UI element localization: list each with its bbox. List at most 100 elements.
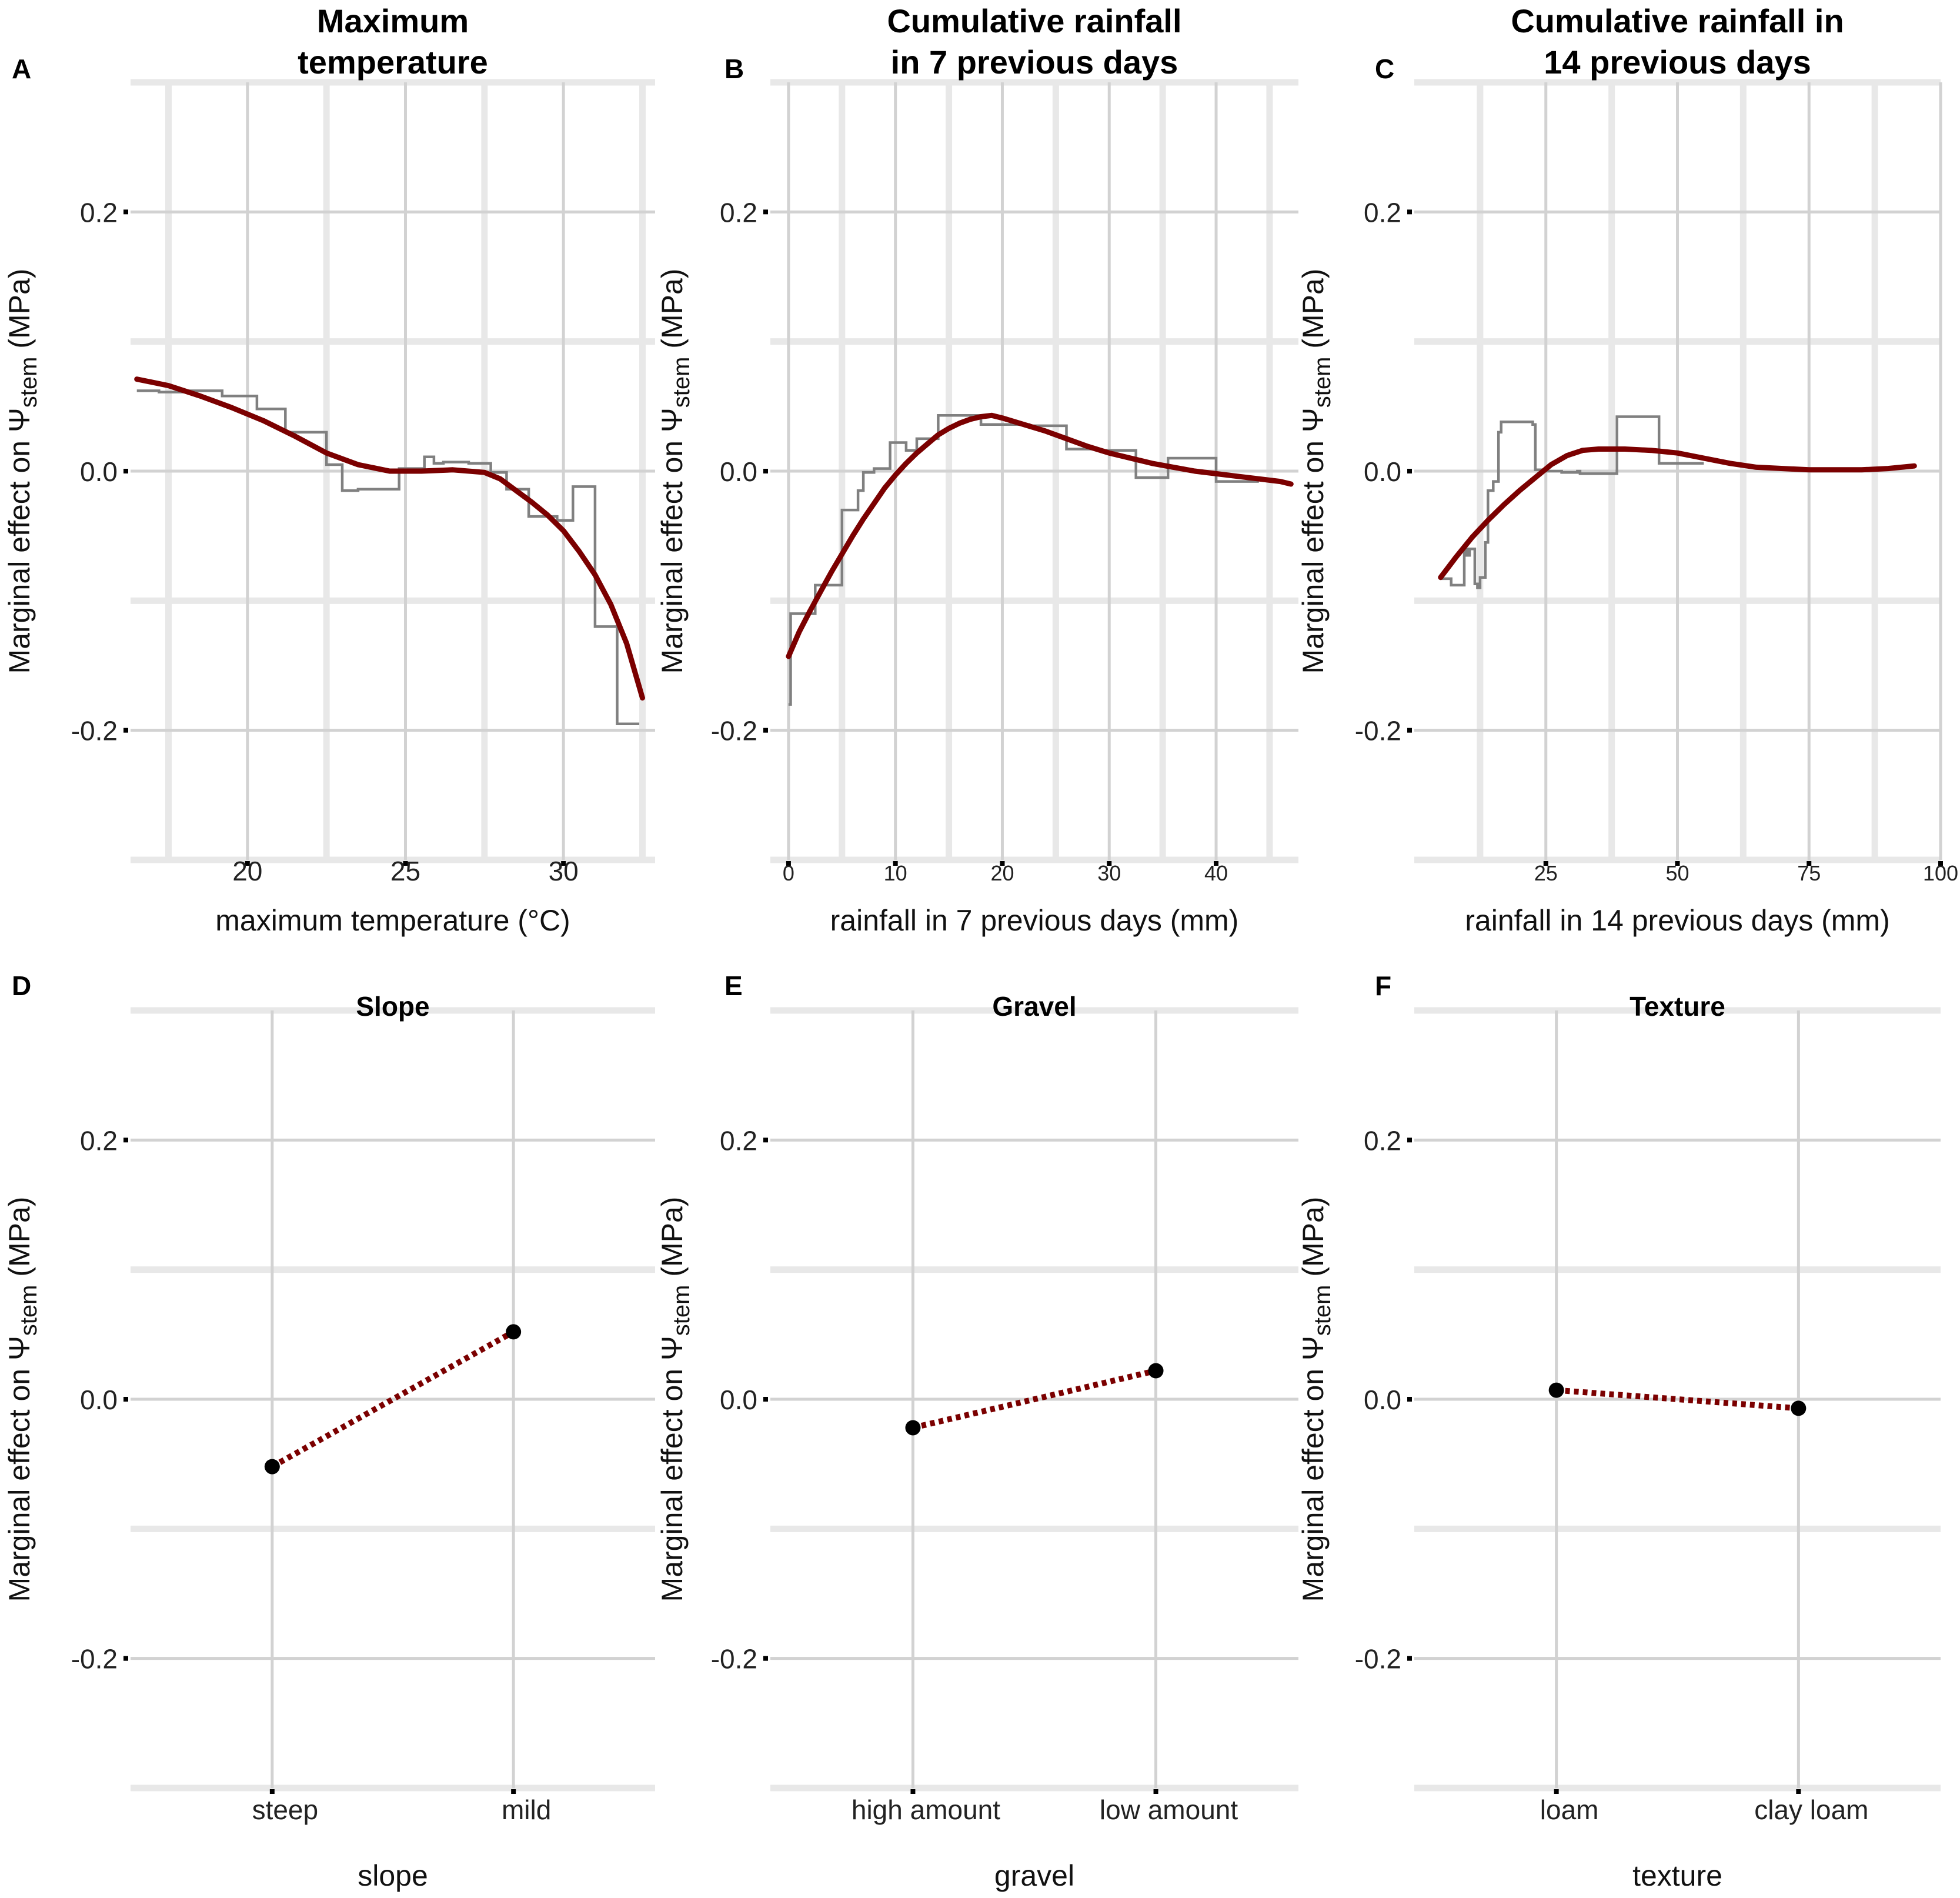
x-tick-label: 20 [232,856,262,886]
y-tick-mark [123,469,128,473]
panel-e: 0.2 0.0 -0.2 high amount low amount E Gravel gr… [656,970,1298,1892]
y-tick-mark [763,1397,768,1402]
x-tick-mark [245,861,250,866]
panel-letter: B [724,54,744,84]
y-tick-label: 0.0 [1364,456,1401,487]
panel-title: Cumulative rainfall in [1511,2,1844,39]
y-axis-label: Marginal effect on Ψstem (MPa) [1297,269,1335,674]
data-point [1791,1400,1807,1416]
x-tick-mark [1543,861,1548,866]
x-category-label: clay loam [1754,1794,1868,1825]
x-tick-label: 20 [990,861,1014,885]
data-point [1548,1382,1564,1398]
y-tick-mark [763,1656,768,1661]
y-tick-label: 0.2 [80,1125,118,1156]
x-tick-mark [511,1789,516,1794]
y-axis-label: Marginal effect on Ψstem (MPa) [1297,1197,1335,1602]
gridlines [770,1007,1298,1792]
y-tick-mark [123,1656,128,1661]
x-tick-mark [1107,861,1112,866]
x-tick-mark [1807,861,1812,866]
gridlines [1414,1007,1941,1792]
panel-title: temperature [298,44,488,81]
x-axis-label: gravel [994,1859,1074,1892]
x-category-label: steep [252,1794,319,1825]
x-tick-label: 75 [1797,861,1821,885]
x-tick-mark [786,861,791,866]
data-point [905,1420,921,1436]
data-point [264,1459,280,1475]
panel-letter: A [12,54,31,84]
y-axis-label: Marginal effect on Ψstem (MPa) [3,1197,42,1602]
y-tick-label: 0.2 [720,197,757,228]
x-tick-label: 25 [390,856,420,886]
y-tick-label: 0.2 [1364,197,1401,228]
y-tick-label: 0.0 [80,1385,118,1415]
series-smooth-line [134,376,645,701]
panel-title: 14 previous days [1544,44,1811,81]
x-tick-label: 0 [783,861,794,885]
panel-title: Gravel [992,991,1076,1022]
y-tick-mark [1407,469,1412,473]
y-tick-mark [123,728,128,733]
panel-title: in 7 previous days [891,44,1178,81]
y-tick-label: -0.2 [71,716,118,746]
panel-f: 0.2 0.0 -0.2 loam clay loam F Texture texture Ma… [1297,970,1941,1892]
y-tick-label: 0.2 [720,1125,757,1156]
x-axis-label: rainfall in 7 previous days (mm) [830,904,1239,937]
x-tick-mark [269,1789,275,1794]
x-category-label: loam [1540,1794,1599,1825]
x-tick-label: 40 [1204,861,1228,885]
y-tick-label: 0.0 [1364,1385,1401,1415]
x-tick-mark [403,861,408,866]
y-tick-label: 0.0 [720,456,757,487]
y-tick-mark [1407,1397,1412,1402]
panel-b: 0.2 0.0 -0.2 0 10 20 30 40 B Cumulative rainfall i… [656,2,1298,937]
series-raw-line [136,389,640,725]
series-smooth-line [786,412,1294,659]
x-tick-label: 10 [884,861,907,885]
y-tick-mark [763,469,768,473]
y-axis-label: Marginal effect on Ψstem (MPa) [656,269,694,674]
panel-title: Slope [356,991,429,1022]
x-tick-label: 25 [1534,861,1558,885]
y-tick-mark [123,1138,128,1143]
gridlines [770,79,1298,863]
y-tick-mark [763,1138,768,1143]
y-tick-mark [1407,1656,1412,1661]
x-tick-mark [1214,861,1219,866]
y-tick-label: 0.0 [80,456,118,487]
x-tick-mark [1000,861,1005,866]
x-tick-label: 100 [1923,861,1958,885]
y-tick-mark [123,1397,128,1402]
data-point [506,1324,522,1340]
y-tick-label: -0.2 [711,1644,757,1674]
series-raw-line [788,414,1259,706]
x-tick-label: 30 [1097,861,1121,885]
x-tick-mark [1153,1789,1158,1794]
gridlines [131,1007,655,1792]
y-tick-mark [763,209,768,215]
x-tick-mark [910,1789,916,1794]
panel-d: 0.2 0.0 -0.2 steep mild D Slope slope Marginal e… [3,970,655,1892]
series-raw-line [1440,415,1704,589]
x-tick-mark [893,861,898,866]
y-tick-mark [1407,209,1412,215]
panel-letter: D [12,970,31,1001]
x-category-label: high amount [852,1794,1000,1825]
x-tick-label: 30 [549,856,579,886]
panel-title: Texture [1630,991,1725,1022]
y-tick-label: -0.2 [711,716,757,746]
panel-letter: C [1375,54,1394,84]
data-point [1148,1363,1164,1379]
panel-letter: F [1375,970,1391,1001]
panel-letter: E [724,970,743,1001]
series-smooth-line [1438,446,1917,581]
y-tick-label: 0.2 [80,197,118,228]
panel-a: 0.2 0.0 -0.2 20 25 30 A Maximum temperature maxim… [3,2,655,937]
connector-dotted-line [912,1367,1157,1431]
y-tick-mark [1407,1138,1412,1143]
y-tick-mark [1407,728,1412,733]
x-axis-label: rainfall in 14 previous days (mm) [1465,904,1890,937]
